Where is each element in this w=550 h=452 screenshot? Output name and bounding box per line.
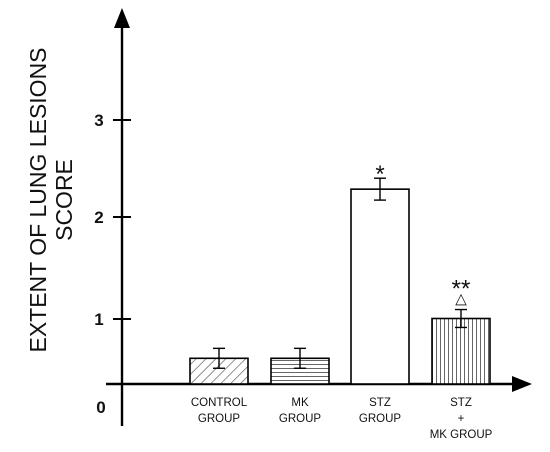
bar-3 xyxy=(431,317,491,385)
category-label-3-1: + xyxy=(458,413,465,425)
y-tick-label-2: 2 xyxy=(94,208,103,227)
annotation-1-1: △ xyxy=(455,291,467,308)
category-label-0-0: CONTROL xyxy=(191,397,248,409)
category-label-3-2: MK GROUP xyxy=(430,429,493,441)
x-axis-arrow-icon xyxy=(512,376,532,392)
y-axis-title-line-2: SCORE xyxy=(51,159,77,241)
category-label-1-1: GROUP xyxy=(279,413,322,425)
annotation-0-0: * xyxy=(375,161,384,188)
category-label-2-1: GROUP xyxy=(359,413,402,425)
category-label-3-0: STZ xyxy=(450,397,472,409)
y-axis-ticks xyxy=(113,119,131,320)
category-label-2-0: STZ xyxy=(369,397,391,409)
category-label-1-0: MK xyxy=(291,397,309,409)
annotation-1-0: ** xyxy=(452,276,471,303)
bars xyxy=(189,177,491,385)
bar-2 xyxy=(350,188,410,385)
y-axis-arrow-icon xyxy=(114,8,130,28)
y-tick-label-0: 0 xyxy=(96,398,105,417)
y-axis-title-line-1: EXTENT OF LUNG LESIONS xyxy=(25,47,51,352)
y-tick-label-1: 1 xyxy=(94,310,103,329)
category-labels: CONTROL GROUP MK GROUP STZ GROUP STZ + MK GROUP xyxy=(191,397,493,441)
category-label-0-1: GROUP xyxy=(198,413,241,425)
annotations: ***△ xyxy=(375,161,470,307)
y-tick-label-3: 3 xyxy=(94,111,103,130)
